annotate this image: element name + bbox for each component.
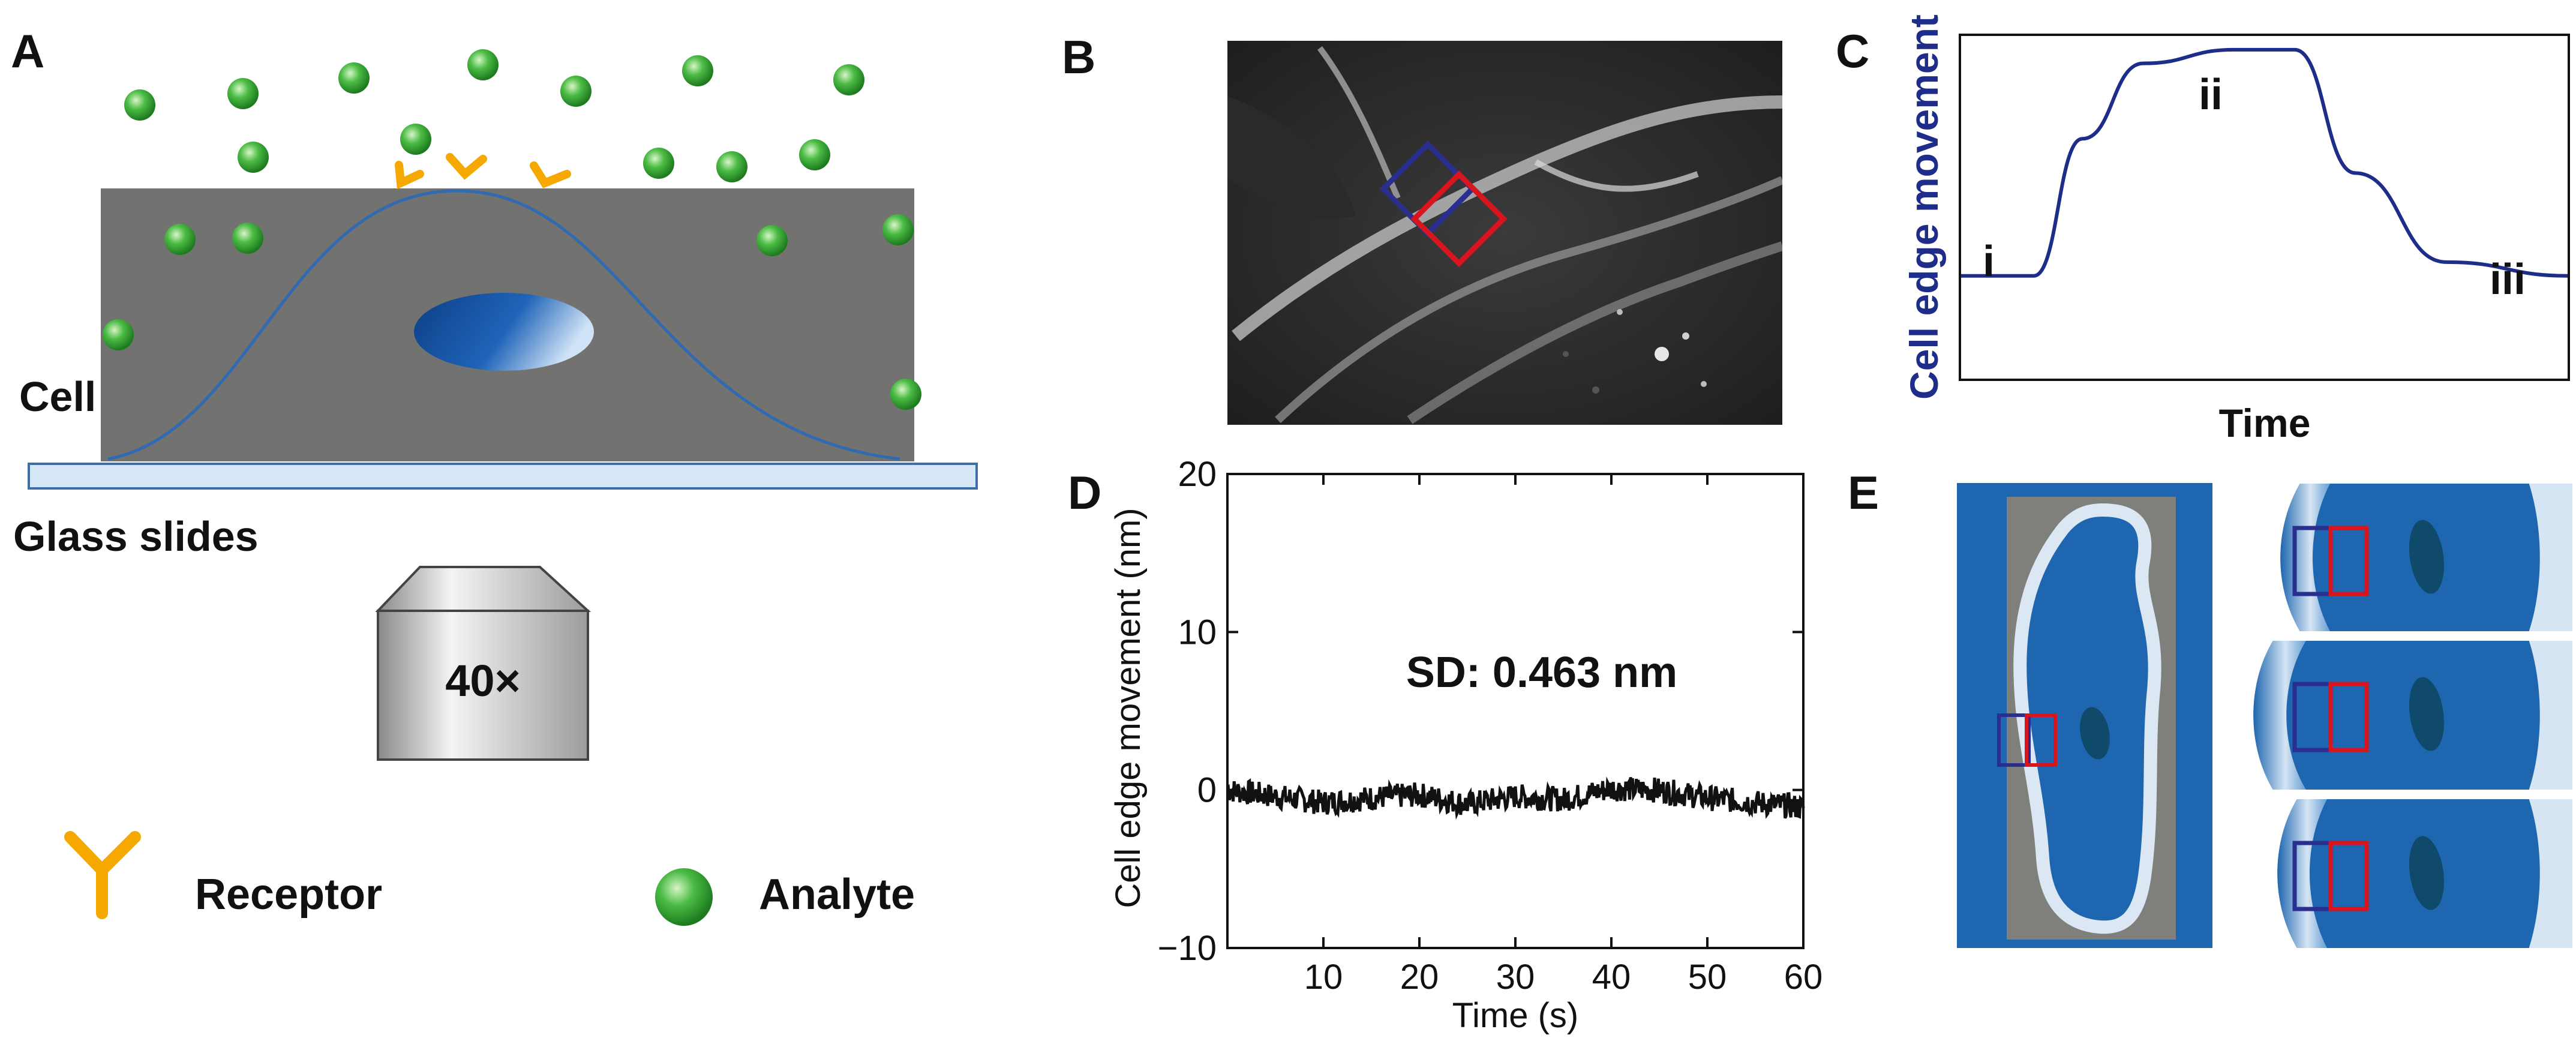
- d-ylabel: Cell edge movement (nm): [1109, 508, 1148, 908]
- analytes: [103, 49, 921, 410]
- curve-c: [1961, 47, 2568, 278]
- e-main-roi-red: [2025, 713, 2057, 767]
- analyte-ball: [164, 224, 196, 255]
- analyte-ball: [799, 139, 830, 170]
- panel-b-letter: B: [1062, 31, 1095, 83]
- e-sub-label-iii: iii: [2233, 814, 2257, 856]
- analyte-ball: [882, 214, 914, 245]
- analyte-ball: [682, 55, 713, 86]
- e-main-nucleus: [2080, 707, 2110, 760]
- analyte-ball: [890, 379, 921, 410]
- receptor-icon: [446, 153, 487, 180]
- panel-c-frame: [1959, 34, 2570, 381]
- panel-e: E i ii: [1848, 466, 2575, 950]
- analyte-ball: [560, 76, 592, 107]
- panel-d: D −10 0 10 20 10 20 30 40 50 60 SD: 0.463 nm Time…: [1068, 455, 1823, 1035]
- d-xtick-label: 40: [1592, 958, 1631, 997]
- analyte-ball: [103, 319, 134, 350]
- d-xtick-label: 60: [1784, 958, 1823, 997]
- microscope-image: [1227, 41, 1782, 425]
- d-ticks: −10 0 10 20 10 20 30 40 50 60: [1158, 455, 1823, 997]
- receptors-on-cell: [395, 153, 571, 190]
- e-sub-label-i: i: [2238, 495, 2246, 536]
- objective-label: 40×: [445, 656, 521, 706]
- panel-a-letter: A: [11, 25, 44, 77]
- e-sub-label-ii: ii: [2238, 654, 2254, 695]
- panel-c: C i ii iii Time Cell edge movement: [1836, 14, 2570, 445]
- panel-d-frame: [1226, 473, 1805, 949]
- cell-label: Cell: [19, 373, 96, 420]
- legend-receptor-label: Receptor: [195, 871, 382, 919]
- e-sub-panel-iii: iii: [2220, 798, 2574, 949]
- c-ylabel: Cell edge movement: [1902, 14, 1946, 400]
- e-main-roi-blue: [1997, 713, 2031, 767]
- d-ytick-label: 0: [1197, 771, 1217, 810]
- panel-a: A Cell Glass slides: [11, 25, 978, 926]
- panel-d-letter: D: [1068, 466, 1101, 519]
- analyte-ball: [400, 124, 431, 155]
- receptor-icon: [530, 161, 571, 188]
- c-phase-iii: iii: [2490, 256, 2526, 304]
- d-ytick-label: −10: [1158, 929, 1217, 968]
- analyte-ball: [238, 142, 269, 173]
- e-sub-panel-i: i: [2220, 482, 2574, 632]
- analyte-ball: [232, 223, 263, 254]
- analyte-ball: [338, 62, 370, 94]
- analyte-ball: [756, 225, 788, 256]
- d-xtick-label: 50: [1688, 958, 1727, 997]
- glass-slide: [28, 463, 978, 490]
- d-annotation: SD: 0.463 nm: [1406, 649, 1677, 697]
- legend: Receptor Analyte: [64, 831, 915, 926]
- nucleus: [414, 293, 594, 371]
- analyte-ball: [124, 89, 155, 121]
- roi-box-blue: [1379, 140, 1476, 238]
- receptor-icon: [64, 831, 141, 919]
- d-ytick-label: 10: [1178, 613, 1217, 652]
- analyte-ball: [467, 49, 499, 80]
- panel-c-letter: C: [1836, 25, 1869, 77]
- d-xtick-label: 30: [1496, 958, 1535, 997]
- panel-e-letter: E: [1848, 466, 1879, 519]
- objective-lens: 40×: [375, 566, 592, 761]
- legend-analyte-label: Analyte: [759, 871, 915, 919]
- c-xlabel: Time: [2219, 401, 2311, 445]
- c-phase-i: i: [1983, 238, 1995, 286]
- roi-box-red: [1410, 170, 1508, 268]
- d-series-line: [1226, 776, 1805, 820]
- analyte-ball: [643, 148, 674, 179]
- glass-slides-label: Glass slides: [13, 513, 259, 560]
- cell-outline: [107, 189, 900, 461]
- analyte-ball: [227, 78, 259, 109]
- d-xtick-label: 10: [1304, 958, 1343, 997]
- c-phase-ii: ii: [2199, 71, 2223, 119]
- d-xtick-label: 20: [1400, 958, 1439, 997]
- receptor-icon: [395, 161, 424, 190]
- d-ytick-label: 20: [1178, 455, 1217, 494]
- d-xlabel: Time (s): [1452, 996, 1578, 1035]
- analyte-icon: [655, 868, 713, 926]
- analyte-ball: [716, 151, 747, 182]
- panel-b: B: [1062, 31, 1782, 425]
- analyte-ball: [833, 64, 864, 95]
- e-sub-panel-ii: ii: [2220, 640, 2574, 791]
